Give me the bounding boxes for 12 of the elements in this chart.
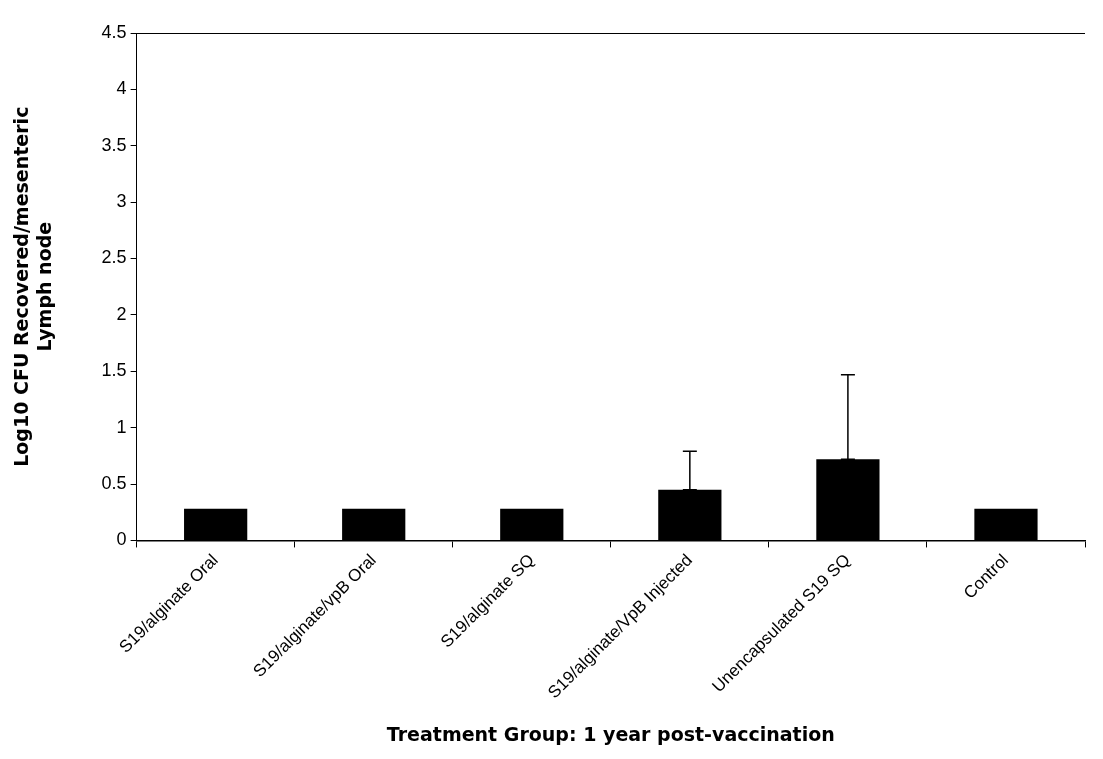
y-axis-title: Log10 CFU Recovered/mesenteric Lymph node [10, 106, 56, 467]
y-tick-label: 4.5 [101, 21, 127, 42]
y-tick-label: 0 [116, 529, 127, 550]
y-tick-label: 1 [116, 416, 127, 437]
y-tick-label: 4 [116, 78, 127, 99]
y-tick-label: 0.5 [101, 473, 127, 494]
x-axis-title: Treatment Group: 1 year post-vaccination [386, 722, 835, 745]
y-tick-label: 3.5 [101, 134, 127, 155]
y-tick-label: 2 [116, 303, 127, 324]
y-tick-label: 1.5 [101, 360, 127, 381]
y-tick-label: 2.5 [101, 247, 127, 268]
y-tick-label: 3 [116, 191, 127, 212]
